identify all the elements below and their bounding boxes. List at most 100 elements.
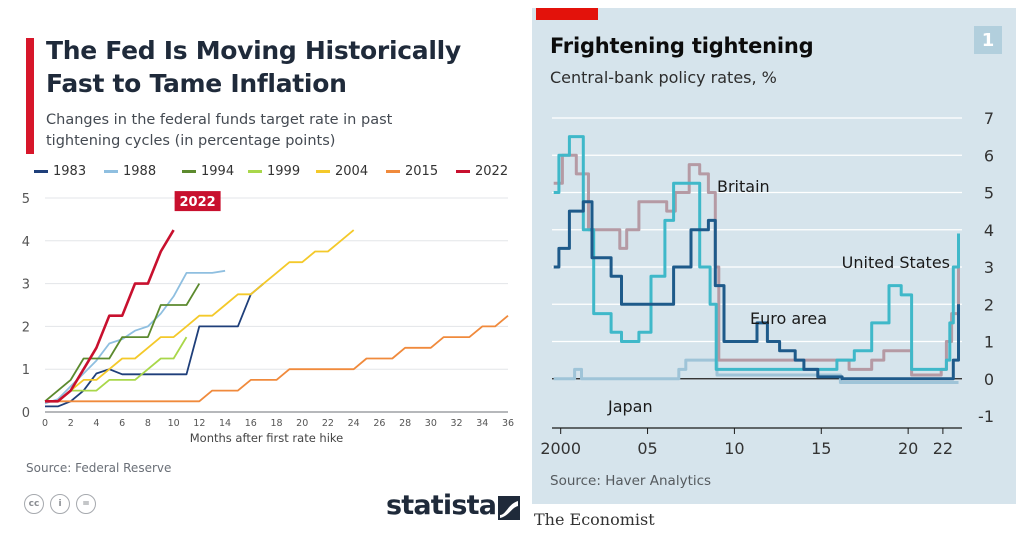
x-tick-label: 05 [637, 439, 657, 458]
legend-swatch [248, 170, 262, 173]
legend-swatch [456, 170, 470, 173]
statista-logo[interactable]: statista [386, 490, 497, 521]
series-line-1994 [44, 283, 201, 402]
x-tick-label: 2 [68, 418, 74, 429]
legend-swatch [182, 170, 196, 173]
statista-logo-mark-icon [498, 496, 520, 520]
annotation-box [174, 191, 221, 212]
y-tick-label: 2 [984, 295, 994, 314]
legend-swatch [386, 170, 400, 173]
y-tick-label: 7 [984, 109, 994, 128]
license-icons: cc i = [24, 494, 96, 514]
y-tick-label: 4 [984, 221, 994, 240]
y-tick-label: 6 [984, 146, 994, 165]
series-line-1983 [45, 282, 265, 408]
right-chart-subtitle: Central-bank policy rates, % [550, 68, 777, 87]
series-line-united-states [553, 135, 960, 371]
x-tick-label: 4 [93, 418, 99, 429]
economist-brand: The Economist [534, 510, 655, 529]
right-line-chart: -1 0 1 2 3 4 5 6 7 2000 05 10 15 20 22 Britain United St… [540, 109, 994, 458]
economist-panel: Frightening tightening Central-bank poli… [532, 8, 1016, 504]
x-tick-label: 30 [425, 418, 437, 429]
x-tick-label: 10 [724, 439, 744, 458]
x-tick-label: 15 [811, 439, 831, 458]
x-tick-label: 0 [42, 418, 48, 429]
legend-label: 1983 [53, 164, 87, 179]
series-label-united-states: United States [842, 253, 950, 272]
left-subtitle-line1: Changes in the federal funds target rate… [46, 112, 393, 128]
x-tick-label: 18 [270, 418, 282, 429]
x-tick-label: 24 [348, 418, 360, 429]
legend-item-2004: 2004 [316, 164, 368, 179]
y-tick-label: -1 [978, 407, 994, 426]
legend-label: 1999 [267, 164, 301, 179]
series-line-euro-area [553, 200, 960, 381]
right-chart-title: Frightening tightening [550, 34, 814, 58]
y-tick-label: 3 [22, 278, 30, 293]
legend-label: 1988 [123, 164, 157, 179]
person-icon[interactable]: i [50, 494, 70, 514]
legend-item-1999: 1999 [248, 164, 300, 179]
x-axis-label: Months after first rate hike [190, 431, 344, 445]
chart-number-badge: 1 [974, 26, 1002, 54]
y-tick-label: 0 [984, 370, 994, 389]
x-tick-label: 20 [898, 439, 918, 458]
x-tick-label: 16 [245, 418, 257, 429]
x-tick-label: 6 [119, 418, 125, 429]
x-tick-label: 26 [373, 418, 385, 429]
y-tick-label: 0 [22, 406, 30, 421]
x-tick-label: 36 [502, 418, 514, 429]
x-tick-label: 22 [933, 439, 953, 458]
legend-label: 1994 [201, 164, 235, 179]
y-tick-label: 3 [984, 258, 994, 277]
legend-swatch [104, 170, 118, 173]
x-tick-label: 22 [322, 418, 334, 429]
legend-item-2015: 2015 [386, 164, 438, 179]
cc-icon[interactable]: cc [24, 494, 44, 514]
left-title-line1: The Fed Is Moving Historically [46, 36, 461, 65]
legend-label: 2004 [335, 164, 369, 179]
legend-item-1983: 1983 [34, 164, 86, 179]
left-subtitle-line2: tightening cycles (in percentage points) [46, 133, 336, 149]
x-tick-label: 28 [399, 418, 411, 429]
x-tick-label: 34 [476, 418, 488, 429]
right-source: Source: Haver Analytics [550, 473, 712, 489]
series-label-euro-area: Euro area [750, 309, 827, 328]
left-chart-title: The Fed Is Moving Historically Fast to T… [46, 34, 516, 100]
legend-item-1994: 1994 [182, 164, 234, 179]
y-tick-label: 2 [22, 320, 30, 335]
annotation-label-2022: 2022 [180, 195, 216, 210]
legend-swatch [316, 170, 330, 173]
series-label-britain: Britain [717, 177, 770, 196]
left-legend: 1983 1988 1994 1999 2004 2015 2022 [34, 164, 520, 182]
y-tick-label: 5 [22, 192, 30, 207]
x-tick-label: 10 [168, 418, 180, 429]
x-tick-label: 14 [219, 418, 231, 429]
left-source: Source: Federal Reserve [26, 461, 172, 475]
equals-icon[interactable]: = [76, 494, 96, 514]
y-tick-label: 1 [22, 363, 30, 378]
series-line-japan [553, 358, 959, 384]
legend-item-2022: 2022 [456, 164, 508, 179]
legend-item-1988: 1988 [104, 164, 156, 179]
x-tick-label: 12 [193, 418, 205, 429]
statista-panel: The Fed Is Moving Historically Fast to T… [14, 14, 520, 528]
legend-label: 2015 [405, 164, 439, 179]
y-tick-label: 1 [984, 333, 994, 352]
left-title-line2: Fast to Tame Inflation [46, 69, 347, 98]
x-tick-label: 2000 [540, 439, 581, 458]
series-line-2022 [45, 229, 175, 403]
x-tick-label: 32 [451, 418, 463, 429]
accent-bar [26, 38, 34, 154]
legend-label: 2022 [475, 164, 509, 179]
y-tick-label: 5 [984, 184, 994, 203]
x-tick-label: 8 [145, 418, 151, 429]
legend-swatch [34, 170, 48, 173]
x-tick-label: 20 [296, 418, 308, 429]
series-line-britain [553, 153, 960, 377]
series-line-2015 [45, 315, 509, 403]
red-tab [536, 8, 598, 20]
left-chart-subtitle: Changes in the federal funds target rate… [46, 110, 486, 152]
series-line-2004 [45, 229, 355, 403]
